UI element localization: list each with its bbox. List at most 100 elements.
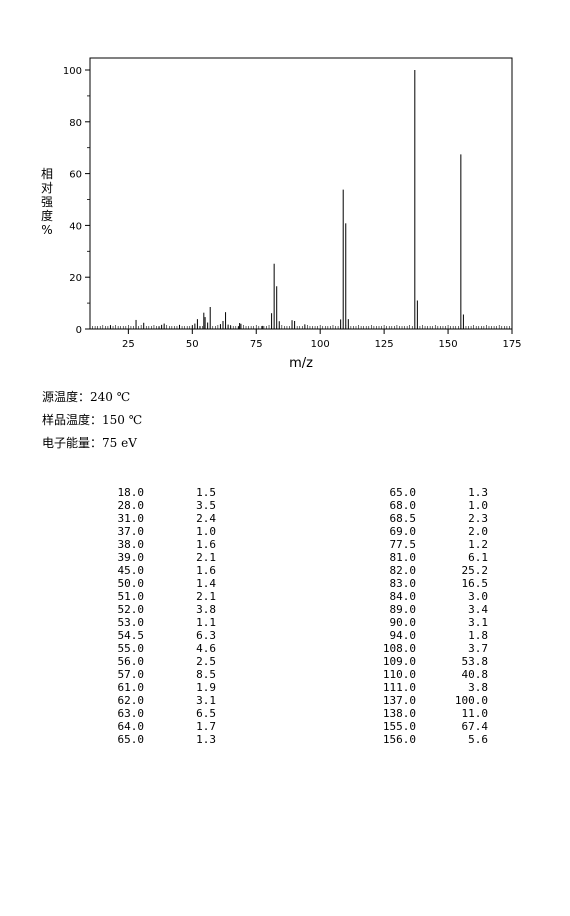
peak-abundance: 100.0 (454, 694, 488, 707)
peak-abundance: 6.5 (196, 707, 216, 720)
peak-abundance: 8.5 (196, 668, 216, 681)
y-tick-label: 20 (69, 273, 82, 284)
peak-row: 18.0 1.5 (100, 486, 217, 499)
peak-row: 111.0 3.8 (372, 681, 488, 694)
y-tick-label: 0 (76, 325, 82, 336)
condition-label: 电子能量： (42, 436, 103, 450)
peak-abundance: 2.3 (468, 512, 488, 525)
peak-mz: 57.0 (117, 668, 145, 681)
peak-abundance: 1.3 (468, 486, 488, 499)
peak-abundance: 3.7 (468, 642, 488, 655)
peak-abundance: 4.6 (196, 642, 216, 655)
peak-abundance: 1.2 (468, 538, 488, 551)
peak-row: 81.0 6.1 (372, 551, 489, 564)
peak-abundance: 53.8 (461, 655, 489, 668)
x-tick-label: 25 (122, 339, 135, 350)
peak-mz: 89.0 (389, 603, 417, 616)
peak-table-left: 18.0 1.5 28.0 3.5 31.0 2.4 37.0 1.0 38.0 1.6 39.0 2… (100, 486, 217, 746)
peak-row: 55.0 4.6 (100, 642, 217, 655)
spectrum-peaks (109, 70, 464, 329)
peak-mz: 55.0 (117, 642, 145, 655)
peak-abundance: 1.9 (196, 681, 216, 694)
peak-mz: 45.0 (117, 564, 145, 577)
peak-row: 28.0 3.5 (100, 499, 217, 512)
peak-row: 63.0 6.5 (100, 707, 217, 720)
y-tick-label: 80 (69, 118, 82, 129)
peak-row: 65.0 1.3 (100, 733, 217, 746)
peak-mz: 109.0 (382, 655, 416, 668)
peak-mz: 90.0 (389, 616, 417, 629)
peak-row: 56.0 2.5 (100, 655, 217, 668)
peak-mz: 61.0 (117, 681, 145, 694)
y-tick-label: 100 (63, 66, 82, 77)
peak-abundance: 11.0 (461, 707, 489, 720)
peak-abundance: 2.4 (196, 512, 216, 525)
peak-row: 84.0 3.0 (372, 590, 489, 603)
peak-abundance: 1.7 (196, 720, 216, 733)
peak-mz: 53.0 (117, 616, 145, 629)
peak-mz: 50.0 (117, 577, 145, 590)
peak-row: 109.0 53.8 (372, 655, 488, 668)
peak-abundance: 16.5 (461, 577, 489, 590)
peak-row: 82.0 25.2 (372, 564, 489, 577)
y-tick-label: 60 (69, 170, 82, 181)
peak-abundance: 1.1 (196, 616, 216, 629)
peak-abundance: 40.8 (461, 668, 489, 681)
peak-row: 83.0 16.5 (372, 577, 489, 590)
mass-spectrum-chart: 25 50 75 100 125 150 175 0 20 40 60 80 100 m/z 相对强度… (41, 57, 522, 371)
peak-abundance: 67.4 (461, 720, 489, 733)
x-tick-label: 50 (186, 339, 199, 350)
peak-mz: 39.0 (117, 551, 145, 564)
x-tick-label: 100 (311, 339, 330, 350)
peak-row: 94.0 1.8 (372, 629, 489, 642)
peak-abundance: 1.6 (196, 564, 216, 577)
x-tick-label: 125 (375, 339, 394, 350)
peak-row: 51.0 2.1 (100, 590, 217, 603)
svg-text:相对强度%: 相对强度% (41, 167, 53, 237)
plot-frame (89, 57, 513, 330)
peak-mz: 65.0 (117, 733, 145, 746)
peak-abundance: 6.1 (468, 551, 488, 564)
peak-mz: 31.0 (117, 512, 145, 525)
peak-mz: 94.0 (389, 629, 417, 642)
peak-mz: 51.0 (117, 590, 145, 603)
peak-row: 50.0 1.4 (100, 577, 217, 590)
x-tick-label: 175 (502, 339, 521, 350)
peak-mz: 137.0 (382, 694, 416, 707)
peak-abundance: 3.8 (196, 603, 216, 616)
peak-mz: 56.0 (117, 655, 145, 668)
peak-mz: 65.0 (389, 486, 417, 499)
peak-row: 57.0 8.5 (100, 668, 217, 681)
peak-row: 45.0 1.6 (100, 564, 217, 577)
peak-abundance: 1.3 (196, 733, 216, 746)
peak-row: 52.0 3.8 (100, 603, 217, 616)
peak-row: 38.0 1.6 (100, 538, 217, 551)
peak-table-right: 65.0 1.3 68.0 1.0 68.5 2.3 69.0 2.0 77.5 1.2 81.0 6… (372, 486, 488, 746)
condition-value: 150 ℃ (102, 413, 143, 427)
condition-line: 电子能量：75 eV (42, 434, 137, 451)
peak-row: 64.0 1.7 (100, 720, 217, 733)
peak-row: 54.5 6.3 (100, 629, 217, 642)
peak-mz: 63.0 (117, 707, 145, 720)
peak-abundance: 1.0 (468, 499, 488, 512)
peak-abundance: 2.1 (196, 590, 216, 603)
y-tick-label: 40 (69, 221, 82, 232)
peak-mz: 83.0 (389, 577, 417, 590)
peak-abundance: 3.5 (196, 499, 216, 512)
peak-row: 69.0 2.0 (372, 525, 489, 538)
peak-mz: 62.0 (117, 694, 145, 707)
peak-row: 37.0 1.0 (100, 525, 217, 538)
peak-mz: 82.0 (389, 564, 417, 577)
peak-mz: 64.0 (117, 720, 145, 733)
condition-label: 样品温度： (42, 413, 103, 427)
peak-row: 89.0 3.4 (372, 603, 489, 616)
peak-abundance: 3.8 (468, 681, 488, 694)
condition-value: 75 eV (102, 436, 137, 450)
condition-label: 源温度： (42, 390, 91, 404)
peak-row: 137.0 100.0 (372, 694, 488, 707)
condition-line: 源温度：240 ℃ (42, 388, 130, 405)
peak-row: 90.0 3.1 (372, 616, 489, 629)
y-axis-label: 相对强度% (41, 167, 53, 237)
peak-mz: 28.0 (117, 499, 145, 512)
peak-row: 155.0 67.4 (372, 720, 488, 733)
